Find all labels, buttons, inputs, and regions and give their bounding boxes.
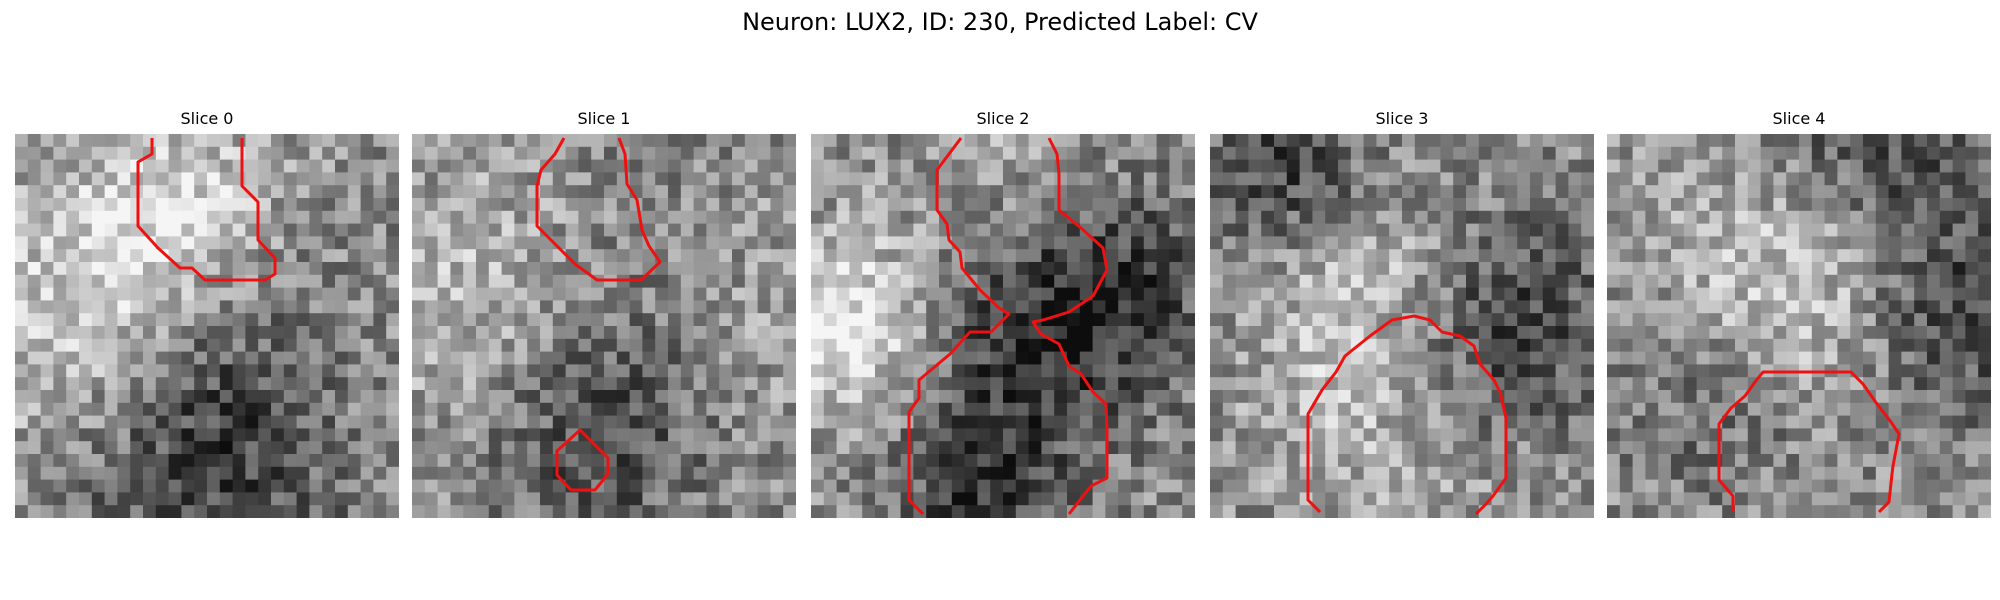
roi-contour (907, 137, 1011, 516)
slice-title-4: Slice 4 (1772, 109, 1826, 128)
pixel-grid-2 (811, 134, 1195, 518)
roi-contour (1717, 370, 1901, 514)
pixel-grid-3 (1210, 134, 1594, 518)
slice-panel-2: Slice 2 (811, 108, 1195, 520)
slice-image-2 (811, 134, 1195, 518)
slice-image-4 (1607, 134, 1991, 518)
roi-contour (535, 137, 662, 282)
slice-image-3 (1210, 134, 1594, 518)
roi-contour (555, 428, 610, 492)
slice-image-1 (412, 134, 796, 518)
slice-title-1: Slice 1 (577, 109, 631, 128)
slice-title-0: Slice 0 (180, 109, 234, 128)
slice-image-0 (15, 134, 399, 518)
figure-title: Neuron: LUX2, ID: 230, Predicted Label: … (742, 8, 1258, 36)
roi-contour (1031, 137, 1109, 515)
slice-title-2: Slice 2 (976, 109, 1030, 128)
roi-contour (136, 138, 277, 282)
slice-panel-3: Slice 3 (1210, 108, 1594, 520)
pixel-grid-0 (15, 134, 399, 518)
slice-panel-1: Slice 1 (412, 108, 796, 520)
slice-title-3: Slice 3 (1375, 109, 1429, 128)
pixel-grid-1 (412, 134, 796, 518)
slice-panel-4: Slice 4 (1607, 108, 1991, 520)
roi-contour (1306, 314, 1508, 516)
slice-panel-0: Slice 0 (15, 108, 399, 520)
pixel-grid-4 (1607, 134, 1991, 518)
